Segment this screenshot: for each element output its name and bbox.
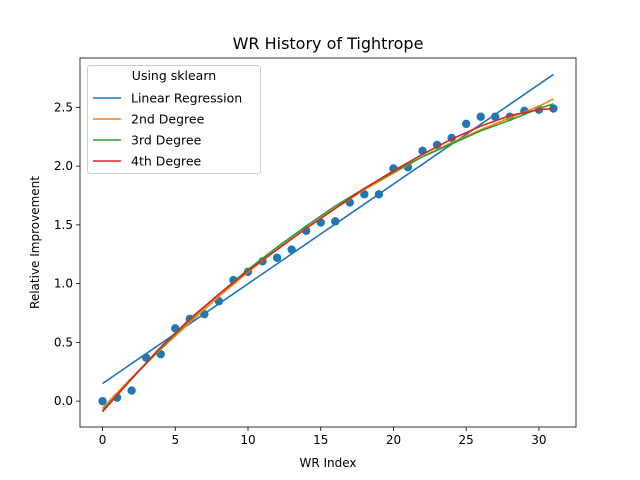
y-tick-label: 0.0: [54, 394, 73, 408]
x-tick-label: 10: [240, 433, 255, 447]
x-axis: 0 5 10 15 20 25 30: [99, 427, 547, 447]
data-point: [301, 226, 311, 235]
data-point: [98, 396, 107, 406]
x-tick-label: 0: [99, 433, 107, 447]
plot-area: [98, 73, 558, 413]
legend: Using sklearn Linear Regression 2nd Degre…: [87, 65, 261, 174]
y-tick-label: 1.0: [54, 277, 73, 291]
x-tick-label: 25: [459, 433, 474, 447]
y-tick-label: 1.5: [54, 218, 73, 232]
data-point: [491, 112, 500, 121]
data-point: [272, 253, 282, 262]
x-tick-label: 30: [531, 433, 546, 447]
data-point: [127, 386, 136, 395]
y-axis: 0.0 0.5 1.0 1.5 2.0 2.5: [54, 100, 80, 408]
series-line-3: [101, 103, 554, 412]
x-tick-label: 20: [386, 433, 401, 447]
plot-frame: [79, 57, 577, 428]
legend-entries: Linear Regression 2nd Degree 3rd Degree 4th…: [93, 91, 242, 169]
data-point: [360, 190, 369, 199]
series-line-4: [101, 107, 554, 413]
y-tick-label: 2.0: [54, 159, 73, 173]
chart-title: WR History of Tightrope: [233, 34, 424, 53]
legend-label: Linear Regression: [131, 91, 242, 106]
y-axis-label: Relative Improvement: [28, 176, 42, 309]
legend-title: Using sklearn: [132, 68, 216, 83]
y-tick-label: 2.5: [54, 100, 73, 114]
legend-label: 2nd Degree: [131, 112, 205, 127]
x-axis-label: WR Index: [299, 456, 356, 470]
y-tick-label: 0.5: [54, 335, 73, 349]
legend-box: [87, 65, 261, 174]
x-tick-label: 15: [313, 433, 328, 447]
legend-label: 3rd Degree: [131, 133, 202, 148]
data-point: [476, 112, 485, 121]
legend-label: 4th Degree: [131, 154, 202, 169]
data-point: [461, 119, 471, 129]
x-tick-label: 5: [171, 433, 179, 447]
